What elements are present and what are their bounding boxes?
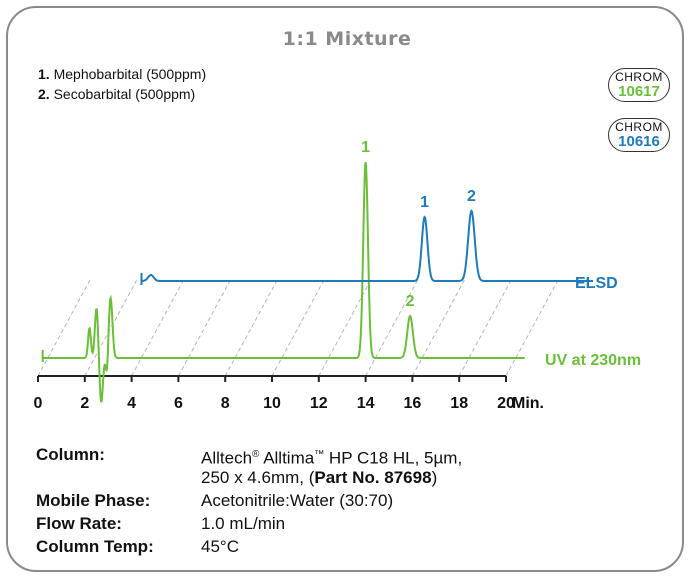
- chrom-badge-elsd: CHROM 10616: [608, 118, 670, 152]
- x-tick-label-4: 8: [221, 395, 230, 412]
- grid-line-2: [131, 279, 185, 377]
- compound-item-2: 2. Secobarbital (500ppm): [38, 86, 196, 102]
- grid-line-4: [224, 279, 278, 377]
- condition-value: 250 x 4.6mm, (Part No. 87698): [201, 468, 438, 487]
- condition-value: Acetonitrile:Water (30:70): [201, 491, 394, 510]
- peak-label-1-2: 2: [467, 188, 476, 205]
- chromatogram-card: [6, 6, 684, 572]
- x-tick-label-2: 4: [127, 395, 136, 412]
- chart-title: 1:1 Mixture: [282, 28, 412, 50]
- x-tick-label-7: 14: [357, 395, 375, 412]
- peak-label-0-6: 2: [406, 293, 415, 310]
- grid-line-1: [84, 279, 138, 377]
- grid-line-5: [271, 279, 325, 377]
- x-unit-label: Min.: [512, 395, 544, 412]
- x-tick-label-9: 18: [450, 395, 468, 412]
- condition-value: Alltech® Alltima™ HP C18 HL, 5µm,: [201, 448, 463, 468]
- grid-line-3: [177, 279, 231, 377]
- condition-label: Flow Rate:: [36, 514, 122, 533]
- grid-line-9: [458, 279, 512, 377]
- x-tick-label-8: 16: [404, 395, 422, 412]
- x-tick-label-1: 2: [80, 395, 89, 412]
- x-tick-label-3: 6: [174, 395, 183, 412]
- chrom-badge-uv: CHROM 10617: [608, 68, 670, 102]
- x-tick-label-6: 12: [310, 395, 328, 412]
- x-tick-label-5: 10: [263, 395, 281, 412]
- trace-0: [42, 161, 525, 403]
- peak-label-1-1: 1: [420, 194, 429, 211]
- condition-label: Column:: [36, 445, 105, 464]
- trace-1: [141, 209, 593, 282]
- condition-value: 1.0 mL/min: [201, 514, 286, 533]
- grid-line-0: [37, 279, 91, 377]
- x-tick-label-10: 20: [497, 395, 515, 412]
- peak-label-0-5: 1: [361, 139, 370, 156]
- condition-label: Column Temp:: [36, 537, 154, 556]
- compound-item-1: 1. Mephobarbital (500ppm): [38, 66, 207, 82]
- series-label-1: ELSD: [575, 275, 618, 292]
- condition-label: Mobile Phase:: [36, 491, 151, 510]
- series-label-0: UV at 230nm: [545, 352, 641, 369]
- condition-value: 45°C: [201, 537, 239, 556]
- x-tick-label-0: 0: [34, 395, 43, 412]
- grid-line-8: [411, 279, 465, 377]
- compound-legend: 1. Mephobarbital (500ppm) 2. Secobarbita…: [38, 64, 206, 104]
